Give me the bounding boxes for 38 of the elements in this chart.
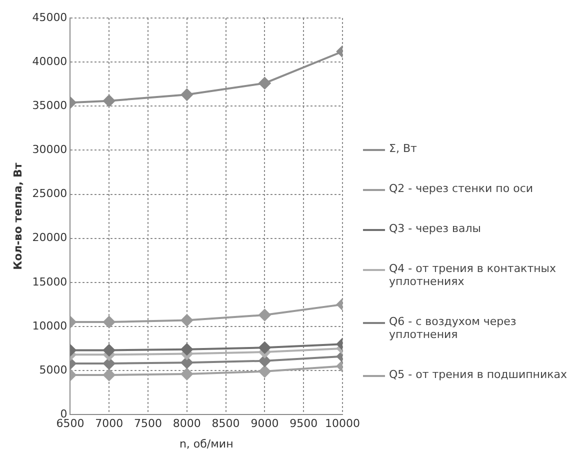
point [258, 77, 271, 90]
y-tick-label: 10000 [32, 319, 68, 332]
y-tick-label: 5000 [39, 363, 68, 376]
y-tick-label: 40000 [32, 54, 68, 68]
point [258, 309, 271, 322]
x-tick-label: 10000 [325, 417, 360, 430]
legend-label: Q3 - через валы [389, 222, 481, 235]
point [180, 314, 193, 326]
x-tick-label: 9000 [250, 417, 279, 430]
point [180, 88, 193, 101]
x-tick-label: 9500 [290, 417, 318, 430]
legend-label: Q5 - от трения в подшипниках [389, 368, 568, 382]
point [180, 356, 193, 369]
x-tick-label: 8000 [172, 417, 201, 430]
point [103, 94, 116, 107]
point [180, 343, 193, 356]
point [103, 344, 116, 356]
point [103, 316, 116, 328]
y-tick-label: 20000 [32, 231, 68, 244]
y-tick-label: 45000 [32, 10, 68, 24]
x-axis-title: n, об/мин [179, 437, 234, 450]
y-tick-label: 25000 [32, 187, 68, 200]
point [103, 368, 116, 381]
x-tick-label: 8500 [212, 417, 240, 430]
x-tick-label: 7500 [134, 417, 162, 430]
legend-label: Σ, Вт [389, 142, 417, 155]
x-tick-label: 6500 [56, 417, 84, 430]
y-tick-label: 30000 [32, 143, 68, 156]
legend-label: Q6 - с воздухом через уплотнения [389, 315, 518, 342]
y-tick-label: 15000 [32, 275, 68, 288]
legend-label: Q2 - через стенки по оси [389, 182, 534, 195]
point [258, 365, 271, 378]
point [180, 368, 193, 380]
y-tick-label: 35000 [32, 98, 68, 112]
legend-label: Q4 - от трения в контактных уплотнениях [389, 262, 557, 288]
x-tick-label: 7000 [95, 417, 124, 430]
point [258, 342, 271, 354]
y-axis-title: Кол-во тепла, Вт [11, 162, 24, 270]
